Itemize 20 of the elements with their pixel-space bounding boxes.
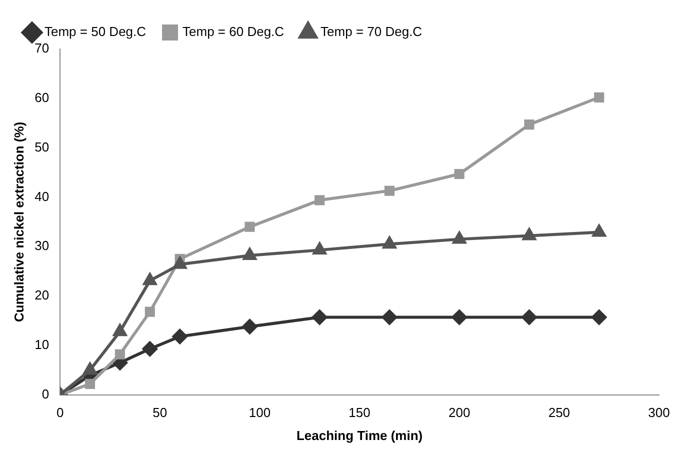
y-tick-label: 30: [34, 238, 50, 254]
y-tick-label: 70: [34, 40, 50, 56]
y-axis-title: Cumulative nickel extraction (%): [11, 122, 26, 322]
x-axis-title: Leaching Time (min): [296, 428, 423, 443]
legend-label: Temp = 50 Deg.C: [44, 24, 146, 40]
x-tick-label: 0: [56, 405, 64, 420]
legend-label: Temp = 60 Deg.C: [182, 24, 284, 40]
legend-label: Temp = 70 Deg.C: [320, 24, 422, 40]
y-tick-label: 0: [42, 386, 50, 402]
y-tick-label: 10: [34, 336, 50, 352]
x-tick-label: 250: [548, 405, 570, 420]
x-tick-label: 150: [348, 405, 370, 420]
x-tick-label: 300: [648, 405, 670, 420]
y-tick-label: 60: [34, 90, 50, 105]
x-tick-label: 100: [248, 405, 271, 420]
y-tick-label: 20: [34, 288, 50, 303]
y-tick-label: 40: [34, 188, 50, 204]
x-tick-label: 200: [448, 405, 470, 420]
x-tick-label: 50: [152, 405, 168, 420]
y-tick-label: 50: [34, 139, 50, 154]
